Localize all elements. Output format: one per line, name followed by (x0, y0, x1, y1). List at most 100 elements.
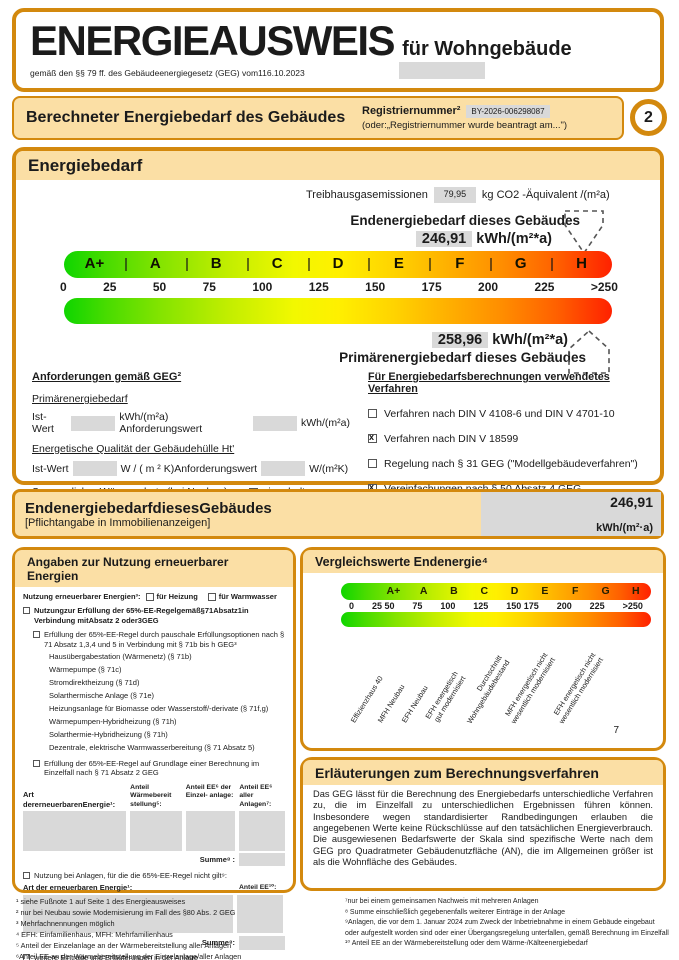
einzelfall-option[interactable]: Erfüllung der 65%-EE-Regel auf Grundlage… (33, 759, 285, 778)
comparison-scale-ticks: 0 25 50 75 100 125 150 175 200 225 >250 (341, 600, 651, 612)
footnotes-right: ⁷nur bei einem gemeinsamen Nachweis mit … (345, 897, 669, 950)
scale-letter: C (246, 251, 308, 278)
ghg-value-field[interactable]: 79,95 (433, 187, 476, 203)
section-title-energiebedarf: Energiebedarf (16, 151, 660, 180)
summary-value-box: 246,91 kWh/(m²·a) (481, 492, 661, 536)
comparison-scale-bar-bottom (341, 612, 651, 627)
renewables-box: Angaben zur Nutzung erneuerbarer Energie… (12, 547, 296, 960)
table2-sum-label: Summe⁸: (201, 938, 235, 948)
scale-tick: 125 (473, 601, 489, 611)
methods-title: Für Energiebedarfsberechnungen verwendet… (368, 371, 610, 395)
prim-anforderung-field[interactable] (253, 415, 297, 431)
footnote: ¹ siehe Fußnote 1 auf Seite 1 des Energi… (16, 897, 186, 906)
checkbox-icon[interactable] (207, 592, 216, 601)
checkbox-icon[interactable] (23, 607, 30, 615)
primaerenergie-marker-arrow-icon (568, 329, 610, 374)
prim-ist-field[interactable] (71, 415, 116, 431)
requirements-prim-heading: Primärenergiebedarf (32, 393, 128, 405)
summary-title: EndenergiebedarfdiesesGebäudes (25, 499, 272, 517)
scale-tick: 0 (60, 280, 67, 294)
scale-tick: 150 (365, 280, 386, 294)
footnotes-left: ¹ siehe Fußnote 1 auf Seite 1 des Energi… (16, 897, 336, 960)
law-reference: gemäß den §§ 79 ff. des Gebäudeenergiege… (30, 68, 305, 78)
explanation-body: Das GEG lässt für die Berechnung des Ene… (313, 789, 653, 867)
usage-option-label: für Heizung (156, 592, 198, 601)
checkbox-icon[interactable] (368, 409, 377, 418)
comparison-category-label: EFH energetisch nicht wesentlich moderni… (551, 650, 605, 725)
comparison-corner-number: 7 (613, 725, 619, 736)
method-option[interactable]: Verfahren nach DIN V 18599 (368, 432, 658, 445)
footnote: ³ Mehrfachnennungen möglich (16, 918, 115, 928)
method-option[interactable]: Regelung nach § 31 GEG ("Modellgebäudeve… (368, 458, 658, 470)
scale-tick: 225 (589, 601, 605, 611)
rule-65-option[interactable]: Nutzungzur Erfüllung der 65%-EE-Regelgem… (23, 606, 285, 625)
table1-share-field[interactable] (130, 811, 182, 852)
registry-alt-text: (oder:„Registriernummer wurde beantragt … (362, 120, 568, 131)
renewable-options-list: Hausübergabestation (Wärmenetz) (§ 71b) W… (23, 652, 285, 752)
method-label: Regelung nach § 31 GEG ("Modellgebäudeve… (384, 458, 638, 470)
scale-tick: >250 (590, 280, 618, 294)
endenergie-value: 246,91 (415, 231, 473, 247)
summary-subtitle: [Pflichtangabe in Immobilienanzeigen] (25, 516, 211, 529)
checkbox-icon[interactable] (33, 759, 40, 767)
table1-col2-header: Anteil Wärmebereit stellung⁵: (130, 783, 172, 808)
prim-unit-label: kWh/(m²a) (301, 417, 350, 429)
scale-letter: G (601, 585, 610, 597)
requirements-title: Anforderungen gemäß GEG² (32, 371, 182, 383)
renewable-option: Wärmepumpen-Hybridheizung (§ 71h) (49, 716, 177, 726)
table1-col1-header: Art dererneuerbarenEnergie¹: (23, 790, 116, 809)
table1-sum-field[interactable] (239, 853, 285, 867)
pauschal-option[interactable]: Erfüllung der 65%-EE-Regel durch pauscha… (33, 630, 285, 649)
registry-number-value: BY-2026-006298087 (466, 105, 550, 118)
method-option[interactable]: Verfahren nach DIN V 4108-6 und DIN V 47… (368, 408, 658, 420)
renewable-option: Wärmepumpe (§ 71c) (49, 665, 122, 675)
footnote: ⁶Anteil EE an der Wärmebereitstellung de… (16, 951, 242, 960)
renewable-option: Hausübergabestation (Wärmenetz) (§ 71b) (49, 652, 192, 662)
renewable-option: Solarthermische Anlage (§ 71e) (49, 691, 155, 700)
table2-energy-field[interactable] (23, 894, 233, 933)
scale-letter: B (450, 585, 458, 597)
energy-scale-bar-bottom (64, 298, 612, 324)
section-title-explanation: Erläuterungen zum Berechnungsverfahren (303, 760, 663, 785)
checkbox-icon[interactable] (368, 432, 377, 443)
explanation-box: Erläuterungen zum Berechnungsverfahren D… (300, 757, 666, 891)
scale-letter: A+ (386, 585, 401, 597)
not-applicable-option[interactable]: Nutzung bei Anlagen, für die die 65%-EE-… (23, 871, 285, 880)
table1-ee-single-field[interactable] (185, 811, 236, 852)
section-title-comparison: Vergleichswerte Endenergie⁴ (303, 550, 663, 573)
usage-option[interactable]: für Heizung (145, 592, 198, 601)
table1-energy-field[interactable] (23, 811, 127, 852)
energy-scale-letters: A+ A B C D E F G H (64, 251, 612, 278)
table2-ee-field[interactable] (237, 894, 283, 933)
scale-tick: 25 50 (371, 601, 395, 611)
usage-option-label: für Warmwasser (218, 592, 277, 601)
usage-option[interactable]: für Warmwasser (207, 592, 277, 601)
table1-col3-header: Anteil EE⁶ der Einzel- anlage: (185, 783, 234, 800)
method-label: Verfahren nach DIN V 18599 (384, 433, 519, 445)
document-title: ENERGIEAUSWEIS (30, 17, 396, 64)
footnote: ² nur bei Neubau sowie Modernisierung im… (16, 907, 236, 917)
ghg-label: Treibhausgasemissionen (306, 189, 428, 201)
summary-unit: kWh/(m²·a) (596, 522, 653, 534)
scale-tick: 175 (421, 280, 442, 294)
comparison-labels: Effizienzhaus 40 MFH Neubau EFH Neubau EFH … (313, 627, 653, 731)
title-band: Berechneter Energiebedarf des Gebäudes R… (12, 96, 624, 140)
table2-col1-header: Art der erneuerbaren Energie¹: (23, 883, 133, 893)
primaerenergie-unit: kWh/(m²*a) (492, 332, 568, 348)
table1-ee-all-field[interactable] (239, 811, 286, 852)
primaerenergie-label: Primärenergiebedarf dieses Gebäudes (339, 350, 586, 365)
checkbox-icon[interactable] (23, 872, 30, 880)
scale-letter: E (368, 251, 429, 278)
scale-tick: 150 175 (506, 601, 539, 611)
checkbox-icon[interactable] (33, 631, 40, 639)
hull-anforderung-field[interactable] (261, 461, 306, 476)
hull-unit-label: W/(m²K) (309, 462, 349, 475)
scale-letter: D (307, 251, 369, 278)
hull-ist-field[interactable] (72, 461, 117, 476)
checkbox-icon[interactable] (368, 459, 377, 468)
checkbox-icon[interactable] (145, 592, 154, 601)
scale-tick: 0 (349, 601, 355, 611)
table2-sum-field[interactable] (239, 935, 285, 950)
method-label: Verfahren nach DIN V 4108-6 und DIN V 47… (384, 408, 615, 420)
table1-col4-header: Anteil EE⁶ aller Anlagen⁷: (239, 783, 273, 808)
